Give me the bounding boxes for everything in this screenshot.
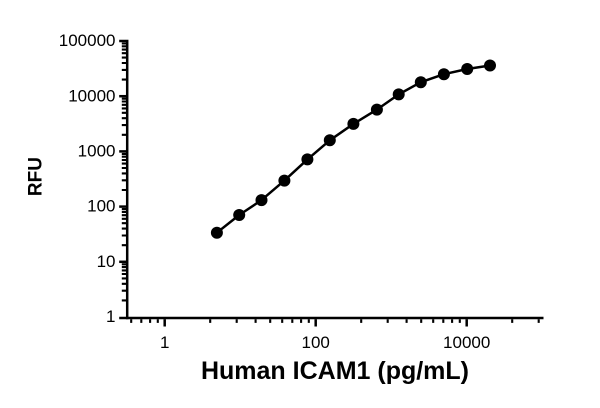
svg-text:RFU: RFU: [26, 157, 47, 196]
svg-text:10000: 10000: [68, 86, 115, 105]
svg-text:1000: 1000: [78, 142, 116, 161]
svg-text:100: 100: [302, 333, 330, 352]
svg-text:1: 1: [160, 333, 169, 352]
svg-text:100000: 100000: [59, 31, 116, 50]
svg-text:Human ICAM1 (pg/mL): Human ICAM1 (pg/mL): [201, 357, 469, 385]
svg-text:10: 10: [97, 252, 116, 271]
svg-text:1: 1: [106, 307, 115, 326]
svg-text:100: 100: [87, 197, 115, 216]
svg-text:10000: 10000: [443, 333, 490, 352]
